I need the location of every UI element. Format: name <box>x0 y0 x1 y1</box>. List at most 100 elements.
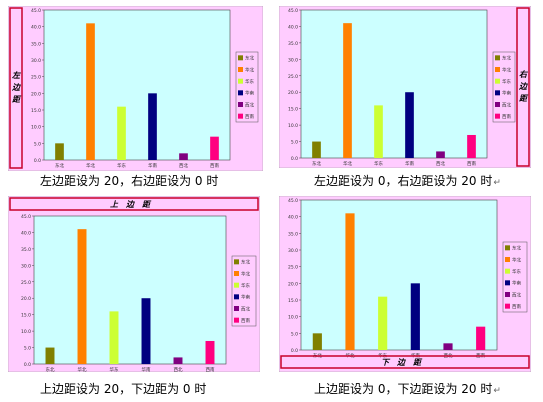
bar-2 <box>345 213 355 350</box>
legend-label: 西北 <box>245 101 254 108</box>
caption-4: 上边距设为 0，下边距设为 20 时↵ <box>314 382 501 398</box>
y-tick-label: 30.0 <box>21 263 31 269</box>
y-tick-label: 20.0 <box>21 296 31 302</box>
legend-swatch <box>238 78 243 84</box>
plot-area <box>300 199 498 351</box>
bar-3 <box>378 296 388 350</box>
legend-box <box>492 51 516 123</box>
caption-2-text: 左边距设为 0，右边距设为 20 时 <box>314 174 493 188</box>
legend-label: 华东 <box>245 78 254 85</box>
y-tick-label: 45.0 <box>288 198 298 204</box>
legend-swatch <box>234 294 239 300</box>
y-tick-label: 25.0 <box>288 265 298 271</box>
legend-swatch <box>234 317 239 323</box>
y-tick-label: 15.0 <box>31 108 41 114</box>
legend-label: 西北 <box>512 291 521 298</box>
margin-highlight <box>516 7 530 167</box>
x-tick-label: 西北 <box>436 160 445 167</box>
y-tick-label: 35.0 <box>31 41 41 47</box>
y-tick-label: 0.0 <box>291 156 298 162</box>
bar-2 <box>77 229 87 364</box>
legend-box <box>231 255 257 327</box>
y-tick-label: 15.0 <box>21 313 31 319</box>
legend-label: 西南 <box>512 303 521 310</box>
x-tick-label: 西北 <box>174 366 183 372</box>
paragraph-mark-icon: ↵ <box>493 178 501 188</box>
legend-swatch <box>238 55 243 61</box>
legend-swatch <box>495 90 500 96</box>
legend-swatch <box>234 271 239 276</box>
margin-label-char: 距 <box>12 94 22 104</box>
caption-2: 左边距设为 0，右边距设为 20 时↵ <box>314 174 501 190</box>
legend-label: 华东 <box>241 282 250 289</box>
legend-label: 华北 <box>502 66 511 73</box>
legend-label: 东北 <box>502 55 511 62</box>
chart-panel-3: 0.0 5.0 10.0 15.0 20.0 25.0 30.0 35.0 40.0 45.0 东北… <box>8 196 260 372</box>
y-tick-label: 15.0 <box>288 107 298 113</box>
y-tick-label: 35.0 <box>288 231 298 237</box>
y-tick-label: 35.0 <box>288 41 298 47</box>
legend-swatch <box>505 257 510 262</box>
x-tick-label: 东北 <box>46 366 55 372</box>
y-tick-label: 40.0 <box>31 25 41 31</box>
bar-5 <box>436 151 445 158</box>
y-tick-label: 15.0 <box>288 298 298 304</box>
chart-3-svg: 0.0 5.0 10.0 15.0 20.0 25.0 30.0 35.0 40.0 45.0 东北… <box>8 196 260 372</box>
y-tick-label: 0.0 <box>34 158 41 164</box>
caption-1: 左边距设为 20，右边距设为 0 时 <box>40 174 218 188</box>
x-tick-label: 华南 <box>405 160 414 167</box>
x-tick-label: 西南 <box>210 162 219 169</box>
y-tick-label: 10.0 <box>31 125 41 131</box>
legend-label: 西南 <box>502 113 511 120</box>
y-tick-label: 45.0 <box>21 214 31 220</box>
bar-3 <box>109 311 119 364</box>
y-tick-label: 30.0 <box>288 248 298 254</box>
plot-area <box>33 215 227 365</box>
y-tick-label: 10.0 <box>21 329 31 335</box>
legend-label: 东北 <box>512 245 521 252</box>
legend-label: 西北 <box>241 305 250 312</box>
legend-label: 华东 <box>512 268 521 275</box>
y-tick-label: 0.0 <box>291 348 298 354</box>
chart-panel-4: 0.0 5.0 10.0 15.0 20.0 25.0 30.0 35.0 40.0 45.0 东北… <box>279 196 531 372</box>
margin-label-char: 边 <box>518 81 528 91</box>
y-tick-label: 5.0 <box>24 346 31 352</box>
bar-4 <box>405 92 414 158</box>
chart-4-svg: 0.0 5.0 10.0 15.0 20.0 25.0 30.0 35.0 40.0 45.0 东北… <box>279 196 531 372</box>
y-tick-label: 5.0 <box>34 141 41 147</box>
x-tick-label: 华北 <box>78 366 87 372</box>
bar-4 <box>148 93 157 160</box>
bar-3 <box>374 105 383 158</box>
y-tick-label: 10.0 <box>288 315 298 321</box>
bar-6 <box>210 136 219 160</box>
x-tick-label: 华东 <box>374 160 383 167</box>
legend-label: 西南 <box>241 317 250 324</box>
legend-swatch <box>495 113 500 119</box>
chart-panel-2: 0.0 5.0 10.0 15.0 20.0 25.0 30.0 35.0 40.0 45.0 东北… <box>279 6 531 168</box>
caption-3: 上边距设为 20，下边距为 0 时 <box>40 382 206 396</box>
y-tick-label: 5.0 <box>291 331 298 337</box>
y-tick-label: 40.0 <box>288 24 298 30</box>
caption-3-text: 上边距设为 20，下边距为 0 时 <box>40 382 207 396</box>
legend-swatch <box>495 67 500 72</box>
y-tick-label: 30.0 <box>288 57 298 63</box>
y-tick-label: 20.0 <box>288 90 298 96</box>
legend-swatch <box>505 303 510 309</box>
y-tick-label: 25.0 <box>21 280 31 286</box>
x-tick-label: 华北 <box>343 160 352 167</box>
legend-box <box>235 51 259 123</box>
y-tick-label: 45.0 <box>288 8 298 14</box>
bar-2 <box>343 23 352 159</box>
y-tick-label: 20.0 <box>288 281 298 287</box>
bar-4 <box>141 298 151 364</box>
legend-label: 西北 <box>502 101 511 108</box>
legend-label: 西南 <box>245 113 254 120</box>
x-tick-label: 西北 <box>179 162 188 169</box>
legend-swatch <box>238 90 243 96</box>
caption-1-text: 左边距设为 20，右边距设为 0 时 <box>40 174 219 188</box>
plot-area <box>43 9 231 161</box>
legend-box <box>502 241 528 313</box>
legend-swatch <box>234 282 239 288</box>
legend-swatch <box>505 245 510 251</box>
y-tick-label: 25.0 <box>288 74 298 80</box>
